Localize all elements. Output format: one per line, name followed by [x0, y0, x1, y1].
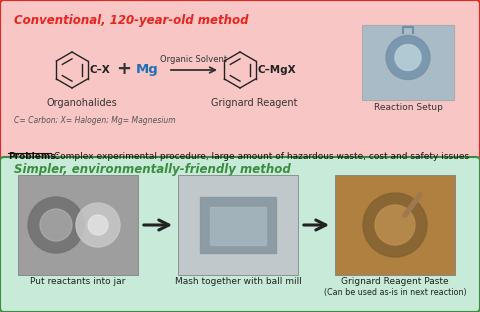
Circle shape [386, 36, 430, 80]
Bar [18, 175, 138, 275]
FancyBboxPatch shape [0, 157, 480, 312]
Circle shape [375, 205, 415, 245]
FancyBboxPatch shape [362, 25, 454, 100]
Text: Grignard Reagent Paste: Grignard Reagent Paste [341, 277, 449, 286]
Text: Organohalides: Organohalides [47, 98, 118, 108]
Circle shape [363, 193, 427, 257]
FancyBboxPatch shape [0, 0, 480, 162]
Text: (Can be used as-is in next reaction): (Can be used as-is in next reaction) [324, 288, 466, 297]
Bar [210, 207, 266, 245]
Bar [335, 175, 455, 275]
Text: C–X: C–X [90, 65, 111, 75]
Text: Put reactants into jar: Put reactants into jar [30, 277, 126, 286]
Text: Complex experimental procedure, large amount of hazardous waste, cost and safety: Complex experimental procedure, large am… [51, 152, 469, 161]
Text: Mash together with ball mill: Mash together with ball mill [175, 277, 301, 286]
Circle shape [28, 197, 84, 253]
Circle shape [88, 215, 108, 235]
Text: Conventional, 120-year-old method: Conventional, 120-year-old method [14, 14, 249, 27]
Text: +: + [117, 60, 132, 78]
Text: Problems:: Problems: [8, 152, 59, 161]
Text: C= Carbon; X= Halogen; Mg= Magnesium: C= Carbon; X= Halogen; Mg= Magnesium [14, 116, 176, 125]
Text: C–MgX: C–MgX [258, 65, 297, 75]
Bar [200, 197, 276, 253]
Text: Simpler, environmentally-friendly method: Simpler, environmentally-friendly method [14, 163, 291, 176]
Circle shape [395, 45, 421, 71]
Circle shape [76, 203, 120, 247]
Bar [178, 175, 298, 275]
Circle shape [40, 209, 72, 241]
Text: Organic Solvent: Organic Solvent [160, 55, 228, 64]
Text: Grignard Reagent: Grignard Reagent [211, 98, 297, 108]
Text: Reaction Setup: Reaction Setup [373, 103, 443, 112]
Text: Mg: Mg [136, 62, 158, 76]
